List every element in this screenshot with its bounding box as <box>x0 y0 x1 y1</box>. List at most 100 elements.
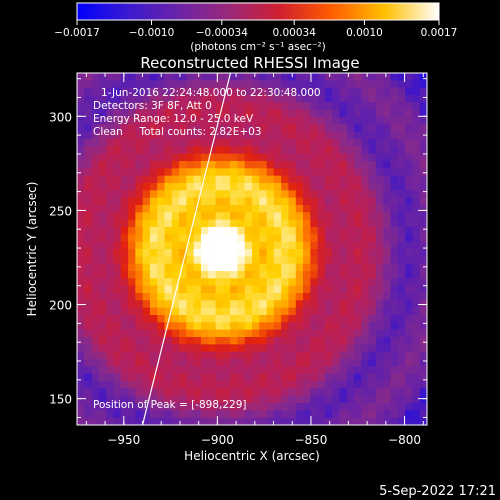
heatmap-cell <box>179 131 187 140</box>
heatmap-cell <box>91 271 100 279</box>
heatmap-cell <box>222 366 231 375</box>
heatmap-cell <box>419 322 427 331</box>
heatmap-cell <box>397 256 406 265</box>
heatmap-cell <box>149 285 158 294</box>
heatmap-cell <box>142 87 151 96</box>
heatmap-cell <box>179 109 187 118</box>
heatmap-cell <box>288 146 297 155</box>
heatmap-cell <box>390 190 399 199</box>
heatmap-cell <box>390 212 399 221</box>
heatmap-cell <box>303 212 311 221</box>
heatmap-cell <box>346 293 355 301</box>
heatmap-cell <box>405 124 413 133</box>
heatmap-cell <box>412 417 421 425</box>
heatmap-cell <box>200 109 209 118</box>
heatmap-cell <box>303 249 311 257</box>
heatmap-cell <box>354 381 362 389</box>
heatmap-cell <box>237 73 246 81</box>
heatmap-cell <box>339 381 348 389</box>
heatmap-cell <box>113 168 122 177</box>
heatmap-cell <box>390 256 399 265</box>
heatmap-cell <box>346 124 355 133</box>
heatmap-cell <box>303 337 311 345</box>
heatmap-cell <box>324 337 333 345</box>
heatmap-cell <box>193 219 202 228</box>
heatmap-cell <box>237 285 246 294</box>
heatmap-cell <box>310 278 319 287</box>
heatmap-cell <box>332 329 340 338</box>
heatmap-cell <box>106 109 114 118</box>
heatmap-cell <box>193 388 202 397</box>
heatmap-cell <box>200 315 209 323</box>
heatmap-cell <box>215 161 224 169</box>
heatmap-cell <box>259 241 267 250</box>
heatmap-cell <box>266 373 275 382</box>
heatmap-cell <box>361 139 370 147</box>
heatmap-cell <box>179 219 187 228</box>
heatmap-cell <box>237 249 246 257</box>
heatmap-cell <box>281 344 289 353</box>
heatmap-cell <box>91 366 100 375</box>
heatmap-cell <box>259 212 267 221</box>
heatmap-cell <box>252 153 260 162</box>
heatmap-cell <box>200 410 209 419</box>
heatmap-cell <box>361 87 370 96</box>
heatmap-cell <box>317 190 326 199</box>
heatmap-cell <box>208 403 216 411</box>
heatmap-cell <box>259 131 267 140</box>
heatmap-cell <box>120 300 129 309</box>
x-tick-label: −900 <box>201 433 234 447</box>
heatmap-cell <box>193 278 202 287</box>
heatmap-cell <box>375 102 384 111</box>
heatmap-cell <box>252 388 260 397</box>
heatmap-cell <box>215 417 224 425</box>
heatmap-cell <box>128 300 136 309</box>
heatmap-cell <box>310 329 319 338</box>
heatmap-cell <box>419 315 427 323</box>
heatmap-cell <box>405 381 413 389</box>
heatmap-cell <box>230 95 238 103</box>
heatmap-cell <box>346 139 355 147</box>
heatmap-cell <box>128 293 136 301</box>
heatmap-cell <box>164 168 173 177</box>
heatmap-cell <box>412 131 421 140</box>
heatmap-cell <box>193 359 202 367</box>
heatmap-cell <box>84 183 92 191</box>
heatmap-cell <box>354 366 362 375</box>
heatmap-cell <box>419 285 427 294</box>
heatmap-cell <box>230 322 238 331</box>
heatmap-cell <box>230 417 238 425</box>
heatmap-cell <box>193 403 202 411</box>
heatmap-cell <box>244 117 253 125</box>
heatmap-cell <box>361 168 370 177</box>
heatmap-cell <box>222 168 231 177</box>
heatmap-cell <box>222 403 231 411</box>
heatmap-cell <box>375 205 384 213</box>
heatmap-cell <box>91 315 100 323</box>
heatmap-cell <box>252 102 260 111</box>
heatmap-cell <box>361 256 370 265</box>
heatmap-cell <box>91 359 100 367</box>
heatmap-cell <box>375 212 384 221</box>
heatmap-cell <box>259 329 267 338</box>
heatmap-cell <box>215 95 224 103</box>
heatmap-cell <box>230 359 238 367</box>
heatmap-cell <box>354 395 362 404</box>
heatmap-cell <box>237 183 246 191</box>
heatmap-cell <box>120 102 129 111</box>
heatmap-cell <box>157 219 165 228</box>
heatmap-cell <box>135 197 144 206</box>
heatmap-cell <box>252 249 260 257</box>
heatmap-cell <box>128 263 136 272</box>
heatmap-cell <box>397 197 406 206</box>
heatmap-cell <box>346 234 355 243</box>
heatmap-cell <box>237 219 246 228</box>
heatmap-cell <box>230 300 238 309</box>
heatmap-cell <box>317 351 326 360</box>
heatmap-cell <box>77 344 85 353</box>
heatmap-cell <box>149 109 158 118</box>
heatmap-cell <box>91 234 100 243</box>
heatmap-cell <box>346 403 355 411</box>
heatmap-cell <box>354 285 362 294</box>
